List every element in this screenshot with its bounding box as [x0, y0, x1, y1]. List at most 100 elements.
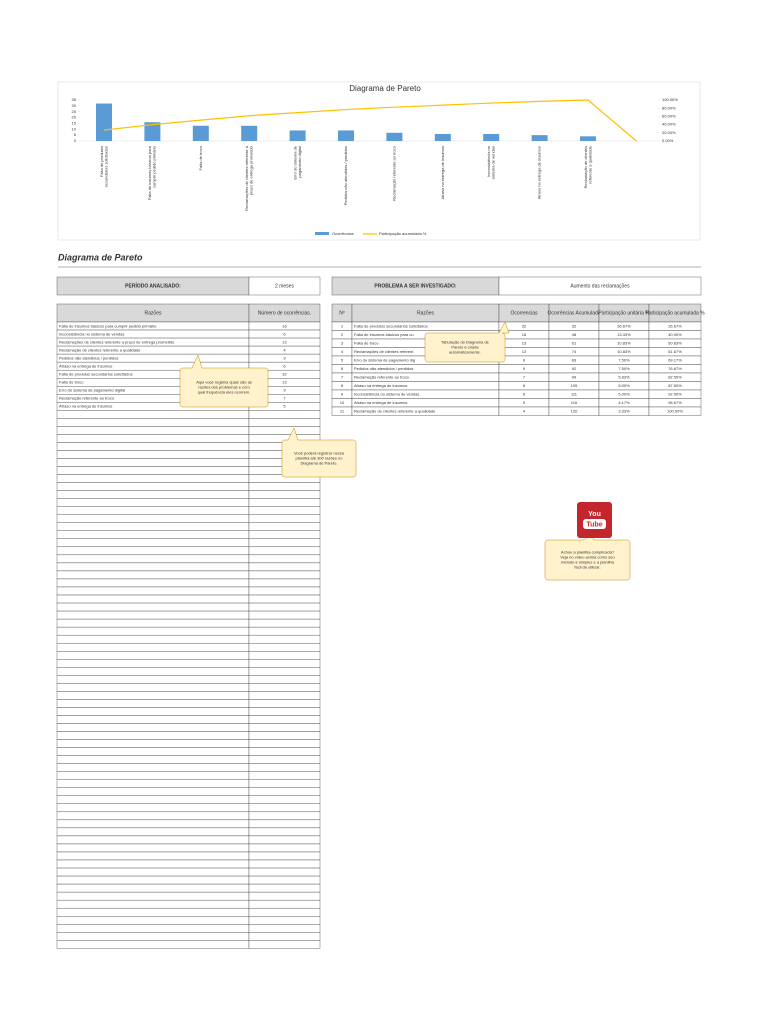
- y2-tick-label: 0.00%: [662, 138, 674, 143]
- input-cell: [248, 691, 321, 700]
- result-text: 2: [341, 332, 344, 337]
- input-cell: [56, 442, 250, 451]
- y-tick-label: 35: [72, 97, 77, 102]
- legend-label: Participação acumulada %: [379, 231, 427, 236]
- input-cell: [56, 538, 250, 548]
- input-cell: [56, 916, 250, 925]
- result-text: 9: [523, 358, 526, 363]
- period-text: 2 meses: [275, 284, 294, 290]
- input-cell: [248, 851, 321, 861]
- result-text: 11: [340, 409, 345, 414]
- input-cell: [56, 699, 250, 708]
- y-tick-label: 20: [72, 115, 77, 120]
- result-text: 5: [523, 400, 526, 405]
- input-cell: [248, 843, 321, 853]
- input-text: 6: [283, 331, 286, 336]
- note-text: Tabulação do Diagrama de: [441, 340, 490, 345]
- note-bubble: [424, 321, 510, 363]
- bar: [580, 136, 596, 141]
- video-icon-tube: [583, 519, 606, 529]
- input-cell: [248, 835, 321, 845]
- input-cell: [56, 546, 250, 556]
- y2-tick-label: 80.00%: [662, 105, 676, 110]
- problem-text: PROBLEMA A SER INVESTIGADO:: [374, 284, 457, 290]
- input-cell: [56, 522, 250, 531]
- input-cell: [56, 779, 250, 788]
- y-tick-label: 15: [72, 120, 77, 125]
- result-text: 5: [341, 358, 344, 363]
- input-cell: [56, 498, 250, 507]
- input-cell: [248, 659, 321, 668]
- result-text: 4.17%: [618, 400, 630, 405]
- video-icon-text: You: [588, 511, 601, 518]
- input-cell: [56, 691, 250, 700]
- input-cell: [248, 795, 321, 805]
- result-text: 61.67%: [668, 349, 682, 354]
- note-text: Diagrama de Pareto.: [301, 461, 338, 466]
- input-cell: [56, 851, 250, 861]
- input-cell: [248, 410, 321, 419]
- result-text: Falta de troco: [354, 341, 379, 346]
- input-cell: [56, 771, 250, 780]
- input-cell: [56, 827, 250, 837]
- input-cell: [56, 883, 250, 893]
- input-cell: [56, 530, 250, 540]
- input-cell: [56, 932, 250, 941]
- input-cell: [248, 594, 321, 604]
- input-cell: [248, 787, 321, 796]
- input-cell: [56, 731, 250, 740]
- input-cell: [56, 819, 250, 829]
- result-text: 10.83%: [617, 341, 631, 346]
- input-text: 16: [282, 323, 287, 328]
- result-text: 13: [522, 349, 527, 354]
- note-text: fácil de utilizar.: [574, 565, 600, 570]
- input-text: Reclamação de clientes referente a quali…: [59, 347, 141, 352]
- input-cell: [248, 899, 321, 909]
- input-text: 13: [282, 339, 287, 344]
- input-cell: [56, 707, 250, 716]
- result-text: 50.83%: [668, 341, 682, 346]
- bar: [531, 135, 548, 141]
- input-cell: [56, 594, 250, 604]
- input-cell: [56, 651, 250, 660]
- result-text: 32: [572, 324, 577, 329]
- input-text: 32: [282, 372, 287, 377]
- input-cell: [56, 418, 250, 427]
- input-cell: [248, 610, 321, 620]
- input-cell: [56, 578, 250, 588]
- input-cell: [248, 811, 321, 821]
- video-icon-text: Tube: [586, 521, 602, 528]
- result-text: 4: [341, 349, 344, 354]
- input-cell: [56, 715, 250, 724]
- note-text: automaticamente.: [449, 350, 481, 355]
- input-text: Inconsistência no sistema de vendas: [59, 331, 124, 336]
- result-header-text: Participação acumulada %: [645, 311, 705, 317]
- bar: [483, 133, 500, 141]
- result-text: 4: [523, 409, 526, 414]
- input-cell: [56, 634, 250, 644]
- input-cell: [248, 586, 321, 596]
- result-text: 83: [572, 358, 577, 363]
- result-text: 40.00%: [668, 332, 682, 337]
- input-cell: [56, 795, 250, 805]
- input-text: Pedidos não atendidos / perdidos: [59, 355, 118, 360]
- input-cell: [248, 723, 321, 732]
- result-text: Atraso na entrega de insumos: [354, 400, 407, 405]
- x-tick-label: Reclamação referente ao troco: [391, 145, 396, 201]
- input-cell: [56, 643, 250, 652]
- result-text: Pedidos não atendidos / perdidos: [354, 366, 413, 371]
- note-text: método é simples e a planilha: [561, 560, 615, 565]
- input-cell: [56, 747, 250, 756]
- result-text: 10.83%: [617, 349, 631, 354]
- result-text: 120: [571, 409, 578, 414]
- x-tick-label: Falta de troco: [198, 145, 203, 170]
- legend-swatch: [315, 232, 329, 235]
- input-cell: [56, 891, 250, 901]
- input-cell: [248, 634, 321, 644]
- result-header-text: Ocorrencias: [511, 311, 538, 317]
- input-cell: [248, 546, 321, 556]
- result-cell: [648, 406, 702, 416]
- input-cell: [248, 932, 321, 941]
- input-cell: [56, 899, 250, 909]
